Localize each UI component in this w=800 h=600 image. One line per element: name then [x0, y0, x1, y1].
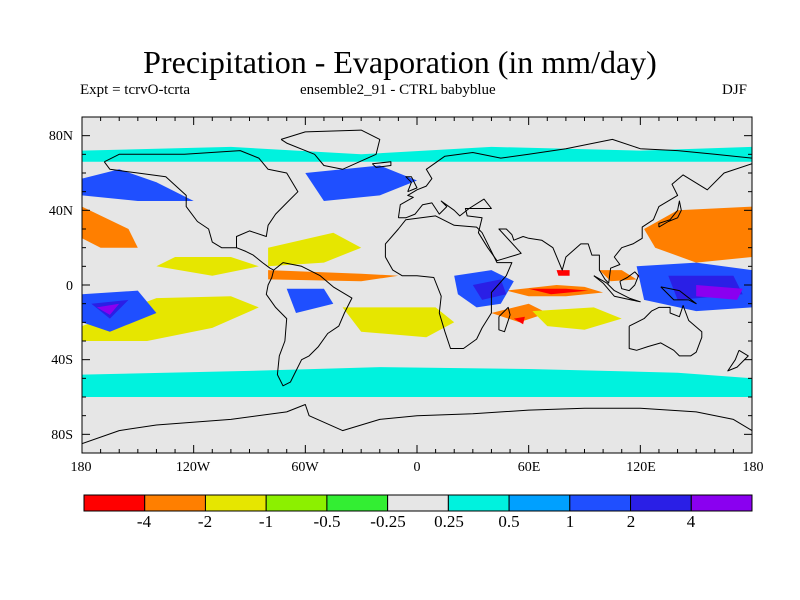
- coastline-new-zealand: [727, 349, 749, 372]
- colorbar-label: 0.25: [434, 512, 464, 531]
- coastline-indonesia: [593, 275, 641, 303]
- coastline-borneo: [619, 271, 639, 292]
- field-east-pacific-north: [156, 257, 259, 276]
- colorbar-swatch: [447, 494, 510, 512]
- field-south-indian-ocean: [491, 303, 548, 323]
- map-field: [82, 117, 752, 453]
- lat-label-80s: 80S: [51, 428, 73, 443]
- lat-label-80n: 80N: [48, 129, 73, 144]
- field-south-atlantic-band: [342, 307, 455, 338]
- coastline-japan: [658, 200, 682, 228]
- field-north-atlantic-central: [268, 232, 362, 267]
- lon-label-180w: 180: [70, 460, 92, 475]
- field-indian-south-yellow: [532, 307, 622, 330]
- colorbar-label: 4: [686, 512, 696, 531]
- field-north-atlantic-subtropics: [268, 270, 399, 282]
- colorbar-label: -1: [258, 512, 274, 531]
- coastline-antarctica: [82, 404, 752, 445]
- field-amazon: [286, 288, 334, 313]
- coastline-asia-east-coast: [398, 163, 752, 284]
- lon-label-180e: 180: [742, 460, 764, 475]
- field-central-pacific-north: [82, 206, 138, 248]
- map-ticks: [81, 116, 753, 454]
- field-indian-ocean-core: [528, 288, 589, 295]
- colorbar-label: 1: [565, 512, 575, 531]
- field-arabian-core: [556, 270, 570, 276]
- colorbar-label: 0.5: [498, 512, 520, 531]
- experiment-label: Expt = tcrvO-tcrta: [80, 82, 191, 98]
- lon-label-120e: 120E: [626, 460, 656, 475]
- field-madagascar-east-core: [513, 316, 525, 325]
- colorbar-label: -0.25: [370, 512, 406, 531]
- field-south-pacific-convergence: [82, 290, 157, 332]
- coastline-africa: [384, 215, 513, 349]
- coastline-british-isles: [405, 176, 418, 193]
- field-north-pacific-storm-track: [82, 169, 194, 201]
- lon-label-0: 0: [413, 460, 421, 475]
- field-southeast-asia-south: [599, 270, 637, 282]
- colorbar-swatch: [326, 494, 389, 512]
- coastline-madagascar: [498, 306, 511, 333]
- colorbar-swatch: [387, 494, 449, 512]
- coastline-eurasia: [397, 138, 752, 218]
- colorbar-swatch: [508, 494, 571, 512]
- lat-label-eq: 0: [66, 279, 73, 294]
- page-title: Precipitation - Evaporation (in mm/day): [143, 44, 657, 80]
- season-label: DJF: [722, 82, 748, 98]
- field-south-pacific-band: [82, 296, 259, 341]
- coastline-iceland: [371, 161, 392, 168]
- field-southern-ocean-band: [82, 367, 752, 397]
- colorbar-swatch: [630, 494, 692, 512]
- lon-label-120w: 120W: [175, 460, 211, 475]
- colorbar-swatch: [144, 494, 206, 512]
- lon-label-60e: 60E: [517, 460, 541, 475]
- field-south-pacific-purple: [96, 303, 120, 315]
- colorbar-label: 2: [626, 512, 636, 531]
- field-western-pacific-purple: [696, 285, 743, 300]
- colorbar-swatch: [204, 494, 267, 512]
- colorbar-swatch: [569, 494, 632, 512]
- colorbar-swatch: [265, 494, 328, 512]
- lat-label-40n: 40N: [48, 204, 73, 219]
- ensemble-label: ensemble2_91 - CTRL babyblue: [300, 82, 496, 98]
- colorbar-label: -4: [136, 512, 152, 531]
- colorbar: [83, 494, 753, 512]
- coastline-north-america: [103, 150, 299, 249]
- colorbar-swatch: [690, 494, 753, 512]
- colorbar-swatch: [83, 494, 146, 512]
- coastline-central-america: [236, 247, 274, 271]
- coastline-australia: [628, 305, 703, 357]
- field-north-atlantic-storm-track: [305, 165, 417, 201]
- colorbar-label: -2: [197, 512, 213, 531]
- coastline-new-guinea: [660, 286, 697, 305]
- field-arctic-fringe: [82, 146, 752, 162]
- lat-label-40s: 40S: [51, 353, 73, 368]
- lon-label-60w: 60W: [291, 460, 319, 475]
- coastline-south-america: [265, 262, 353, 387]
- coastline-greenland: [280, 129, 381, 170]
- colorbar-label: -0.5: [313, 512, 341, 531]
